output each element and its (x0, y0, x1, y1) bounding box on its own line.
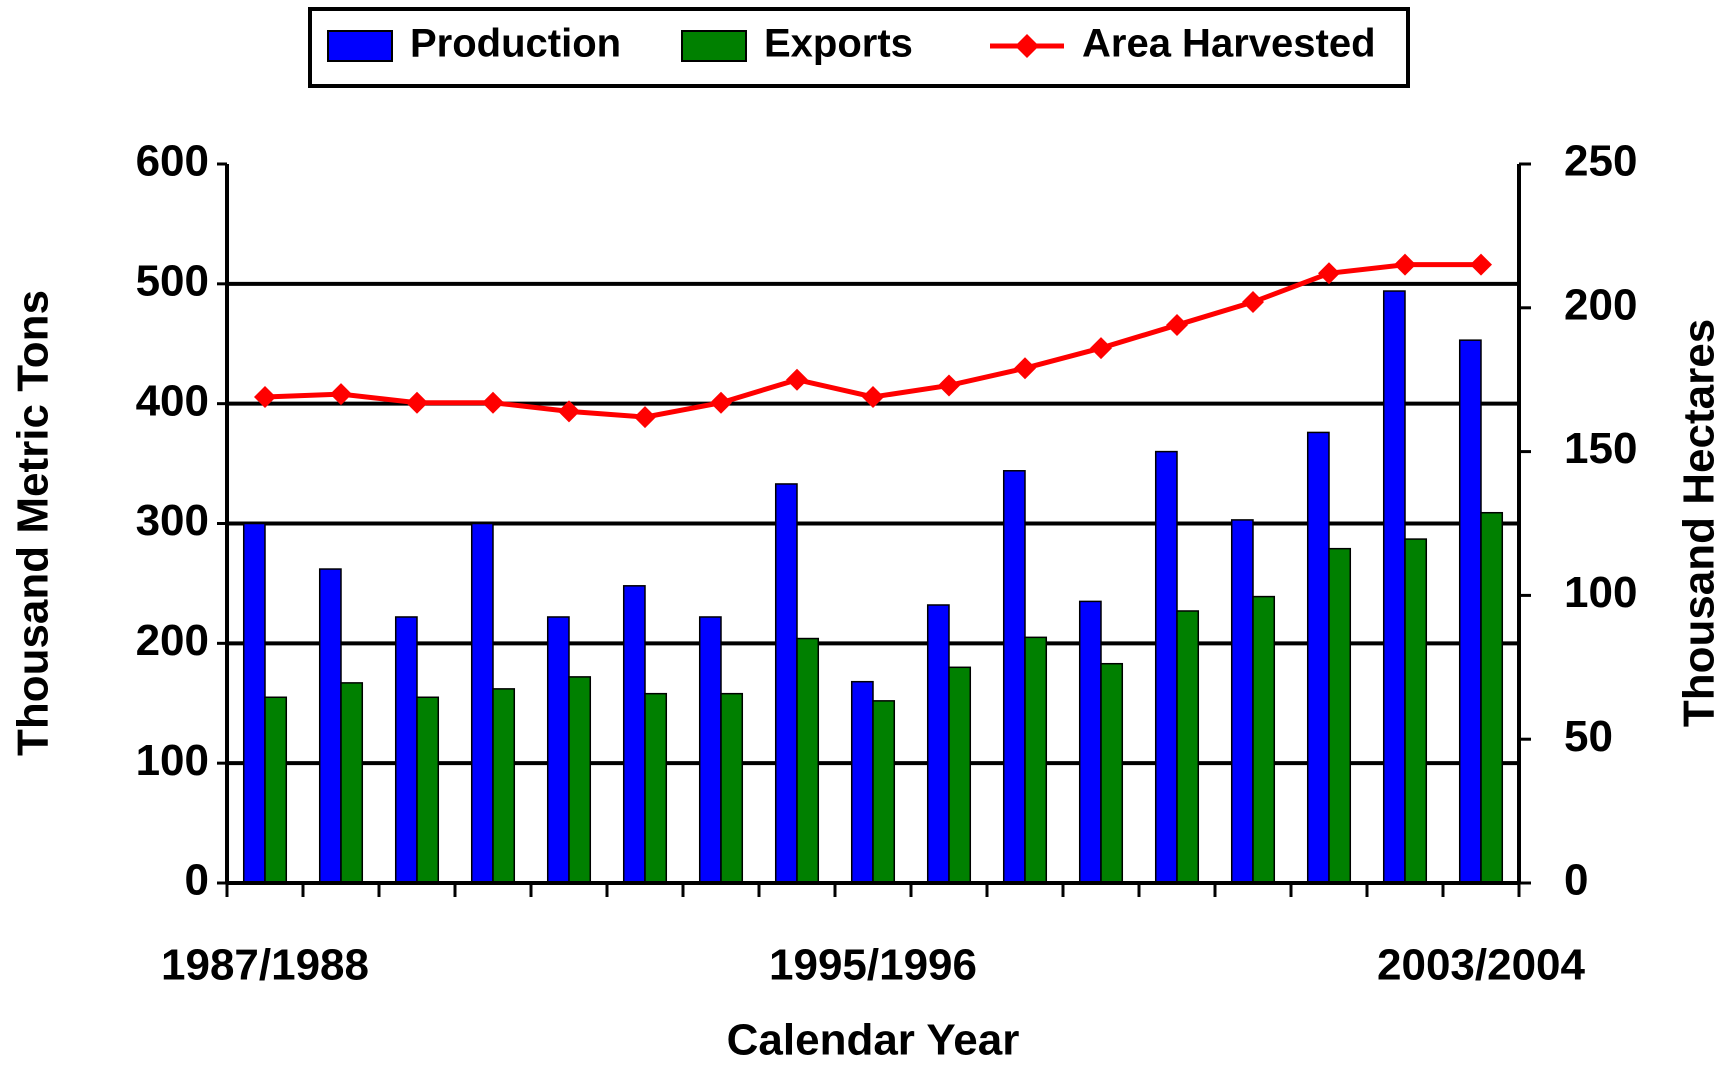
bar (644, 692, 668, 884)
bar (1002, 470, 1026, 884)
y2-tick-label: 250 (1564, 137, 1637, 186)
legend-marker (1015, 34, 1039, 58)
marker (938, 374, 960, 397)
marker (254, 385, 276, 408)
bar (1404, 538, 1428, 884)
bar (720, 692, 744, 884)
bar (340, 682, 364, 884)
y2-axis-label: Thousand Hectares (1675, 319, 1724, 727)
bar (1328, 547, 1352, 884)
marker (786, 368, 808, 391)
bar (1382, 290, 1406, 884)
legend-label: Exports (764, 22, 913, 66)
x-tick-label: 2003/2004 (1377, 941, 1586, 990)
bar (948, 666, 972, 884)
bar (264, 696, 288, 884)
bar (1176, 610, 1200, 884)
bar (1024, 636, 1048, 884)
legend-swatch (327, 30, 393, 62)
y-tick-label: 500 (136, 256, 209, 305)
marker (558, 400, 580, 423)
marker (482, 391, 504, 414)
y2-tick-label: 50 (1564, 712, 1613, 761)
bar (1154, 450, 1178, 884)
bar (796, 637, 820, 884)
y2-tick-label: 200 (1564, 280, 1637, 329)
legend-label: Production (410, 22, 621, 66)
x-tick-label: 1995/1996 (769, 941, 977, 990)
bar (242, 522, 266, 884)
marker (406, 391, 428, 414)
bar (1078, 600, 1102, 884)
bar (394, 616, 418, 884)
bar (568, 676, 592, 884)
bar (1230, 519, 1254, 884)
marker (330, 383, 352, 406)
y2-tick-label: 100 (1564, 568, 1637, 617)
bar (1306, 431, 1330, 884)
y-tick-label: 200 (136, 616, 209, 665)
marker (1014, 357, 1036, 380)
bar (1100, 662, 1124, 884)
y-tick-label: 400 (136, 376, 209, 425)
bar (546, 616, 570, 884)
bar (926, 604, 950, 884)
bar (1458, 339, 1482, 884)
bar (774, 483, 798, 884)
bar (318, 568, 342, 884)
marker (1318, 262, 1340, 285)
marker (1470, 253, 1492, 276)
y2-tick-label: 150 (1564, 424, 1637, 473)
bar (698, 616, 722, 884)
legend-label: Area Harvested (1082, 22, 1376, 66)
marker (1394, 253, 1416, 276)
y-tick-label: 300 (136, 496, 209, 545)
marker (710, 391, 732, 414)
marker (1090, 337, 1112, 360)
y2-tick-label: 0 (1564, 856, 1588, 905)
y-tick-label: 600 (136, 137, 209, 186)
y-tick-label: 0 (185, 856, 209, 905)
bar (470, 522, 494, 884)
marker (1242, 291, 1264, 314)
bar (492, 688, 516, 884)
bar (1480, 511, 1504, 884)
bar (872, 700, 896, 884)
bar (1252, 595, 1276, 884)
bar (416, 696, 440, 884)
y-axis-label: Thousand Metric Tons (9, 290, 58, 756)
marker (634, 406, 656, 429)
x-axis-label: Calendar Year (727, 1016, 1020, 1065)
y-tick-label: 100 (136, 736, 209, 785)
legend-swatch (681, 30, 747, 62)
x-tick-label: 1987/1988 (161, 941, 369, 990)
marker (862, 385, 884, 408)
marker (1166, 314, 1188, 337)
legend-box (308, 7, 1410, 88)
bar (850, 680, 874, 884)
bar (622, 585, 646, 884)
